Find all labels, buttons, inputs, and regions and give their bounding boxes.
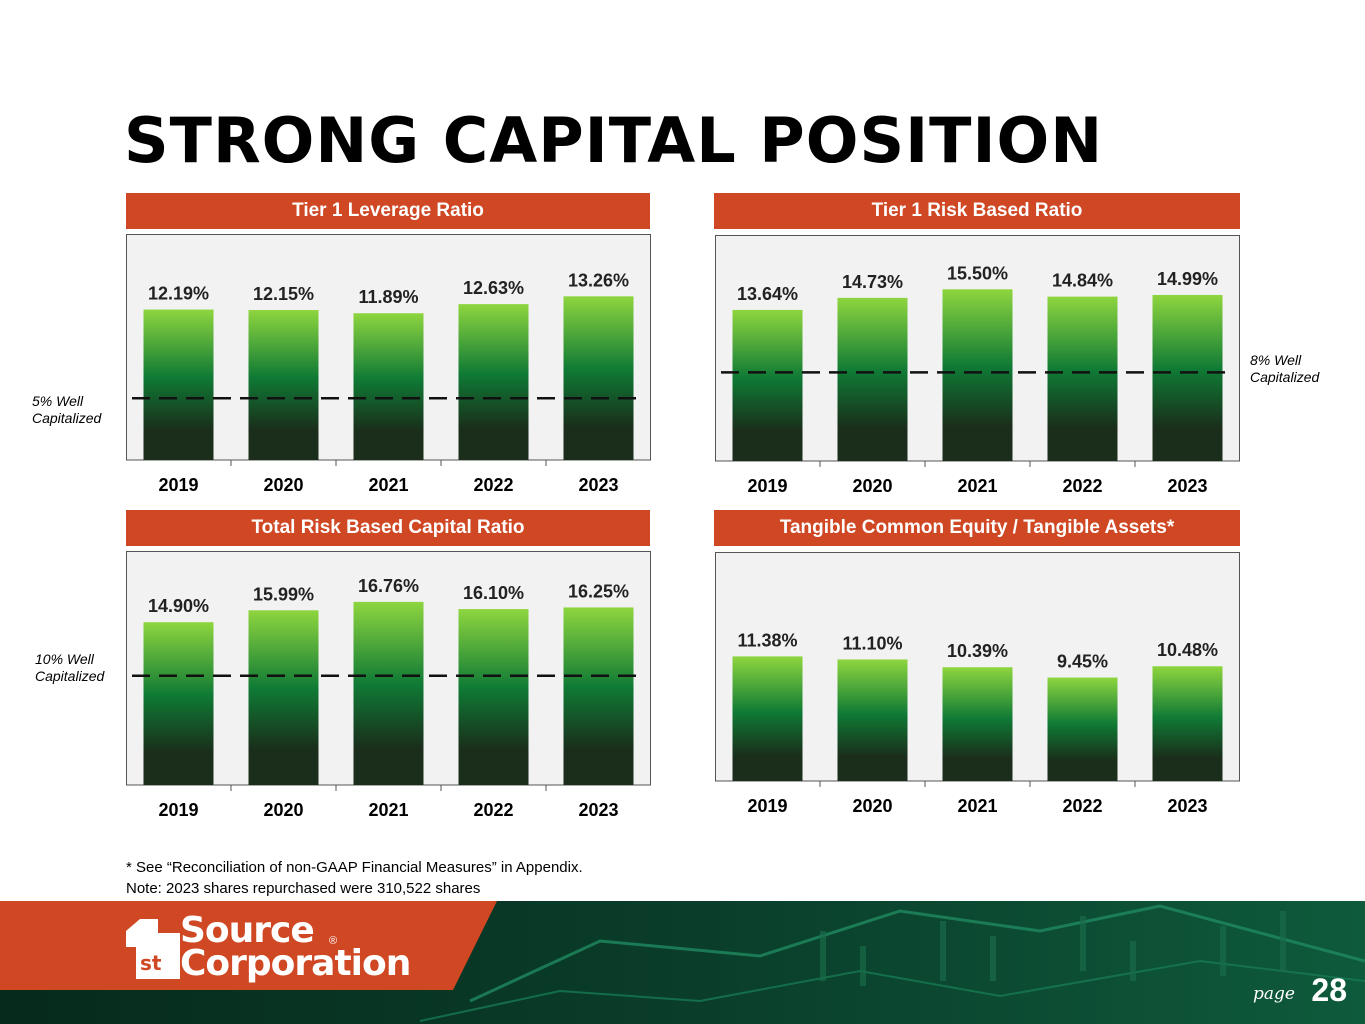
footnotes: * See “Reconciliation of non-GAAP Financ…: [126, 857, 583, 899]
x-tick-label-2021: 2021: [368, 800, 408, 820]
threshold-note-8pct: 8% Well Capitalized: [1250, 352, 1319, 386]
data-label-2019: 13.64%: [737, 284, 798, 304]
bar-2019: [732, 656, 803, 781]
x-tick-label-2020: 2020: [852, 796, 892, 816]
x-tick-label-2022: 2022: [1062, 476, 1102, 496]
x-tick-label-2019: 2019: [158, 475, 198, 495]
data-label-2019: 14.90%: [148, 596, 209, 616]
x-tick-label-2023: 2023: [578, 475, 618, 495]
x-tick-label-2022: 2022: [1062, 796, 1102, 816]
threshold-note-line1: 10% Well: [35, 651, 94, 667]
x-tick-label-2020: 2020: [263, 800, 303, 820]
bar-2019: [143, 309, 214, 460]
bar-2021: [353, 601, 424, 785]
data-label-2023: 10.48%: [1157, 640, 1218, 660]
data-label-2022: 12.63%: [463, 278, 524, 298]
bar-2020: [837, 659, 908, 781]
data-label-2023: 14.99%: [1157, 269, 1218, 289]
bar-2023: [563, 296, 634, 460]
chart-total-risk-based: 14.90% 2019 15.99% 2020 16.76% 2021 16.10% 2022…: [126, 551, 651, 831]
data-label-2021: 15.50%: [947, 263, 1008, 283]
bar-2020: [248, 310, 319, 460]
bar-2021: [942, 289, 1013, 461]
bar-2019: [732, 309, 803, 461]
logo-line1: Source: [180, 910, 315, 951]
x-tick-label-2023: 2023: [578, 800, 618, 820]
page-title: STRONG CAPITAL POSITION: [124, 104, 1104, 177]
x-tick-label-2022: 2022: [473, 800, 513, 820]
x-tick-label-2021: 2021: [368, 475, 408, 495]
data-label-2021: 11.89%: [358, 287, 418, 307]
logo-line2: Corporation: [180, 943, 411, 984]
x-tick-label-2020: 2020: [852, 476, 892, 496]
bar-2021: [942, 667, 1013, 781]
logo-registered: ®: [329, 935, 338, 947]
bar-2022: [1047, 296, 1118, 461]
data-label-2020: 14.73%: [842, 272, 903, 292]
company-logo: st Source ® Corporation: [126, 913, 456, 983]
footer-band: [0, 901, 1365, 1024]
chart-title-tier1-leverage: Tier 1 Leverage Ratio: [126, 193, 650, 229]
data-label-2023: 13.26%: [568, 270, 629, 290]
bar-2022: [1047, 677, 1118, 781]
data-label-2020: 15.99%: [253, 584, 314, 604]
x-tick-label-2019: 2019: [747, 796, 787, 816]
threshold-note-line1: 8% Well: [1250, 352, 1302, 368]
chart-tce-ta: 11.38% 2019 11.10% 2020 10.39% 2021 9.45% 2022 1…: [715, 552, 1240, 827]
page-number: 28: [1311, 972, 1347, 1008]
footer-decoration-candles: [820, 911, 1286, 986]
x-tick-label-2020: 2020: [263, 475, 303, 495]
bar-2022: [458, 609, 529, 785]
data-label-2022: 9.45%: [1057, 652, 1108, 672]
footnote-repurchase: Note: 2023 shares repurchased were 310,5…: [126, 880, 481, 897]
data-label-2019: 12.19%: [148, 284, 209, 304]
chart-title-total-risk-based: Total Risk Based Capital Ratio: [126, 510, 650, 546]
logo-badge-text: st: [140, 951, 162, 975]
footer-orange-band: [0, 901, 497, 990]
x-tick-label-2021: 2021: [957, 796, 997, 816]
threshold-note-10pct: 10% Well Capitalized: [35, 651, 104, 685]
bar-2020: [837, 297, 908, 461]
x-tick-label-2019: 2019: [158, 800, 198, 820]
threshold-note-line2: Capitalized: [1250, 369, 1320, 385]
chart-title-tier1-risk-based: Tier 1 Risk Based Ratio: [714, 193, 1240, 229]
bar-2023: [1152, 294, 1223, 461]
bar-2022: [458, 304, 529, 460]
bar-2020: [248, 610, 319, 785]
chart-title-tce-ta: Tangible Common Equity / Tangible Assets…: [714, 510, 1240, 546]
data-label-2019: 11.38%: [737, 630, 797, 650]
chart-tier1-leverage: 12.19% 2019 12.15% 2020 11.89% 2021 12.63% 2022…: [126, 234, 651, 506]
data-label-2021: 10.39%: [947, 641, 1008, 661]
threshold-note-line2: Capitalized: [32, 410, 102, 426]
threshold-note-line2: Capitalized: [35, 668, 105, 684]
data-label-2020: 12.15%: [253, 284, 314, 304]
x-tick-label-2023: 2023: [1167, 476, 1207, 496]
bar-2019: [143, 622, 214, 785]
bar-2023: [563, 607, 634, 785]
data-label-2022: 16.10%: [463, 583, 524, 603]
page-label: page: [1253, 984, 1295, 1004]
x-tick-label-2019: 2019: [747, 476, 787, 496]
bar-2021: [353, 313, 424, 460]
bar-2023: [1152, 666, 1223, 781]
x-tick-label-2022: 2022: [473, 475, 513, 495]
x-tick-label-2023: 2023: [1167, 796, 1207, 816]
logo-badge-icon: [126, 919, 180, 979]
data-label-2021: 16.76%: [358, 576, 419, 596]
data-label-2022: 14.84%: [1052, 271, 1113, 291]
x-tick-label-2021: 2021: [957, 476, 997, 496]
footnote-non-gaap: * See “Reconciliation of non-GAAP Financ…: [126, 859, 583, 876]
threshold-note-5pct: 5% Well Capitalized: [32, 393, 101, 427]
data-label-2023: 16.25%: [568, 581, 629, 601]
data-label-2020: 11.10%: [842, 633, 902, 653]
threshold-note-line1: 5% Well: [32, 393, 84, 409]
chart-tier1-risk-based: 13.64% 2019 14.73% 2020 15.50% 2021 14.84% 2022…: [715, 235, 1240, 507]
